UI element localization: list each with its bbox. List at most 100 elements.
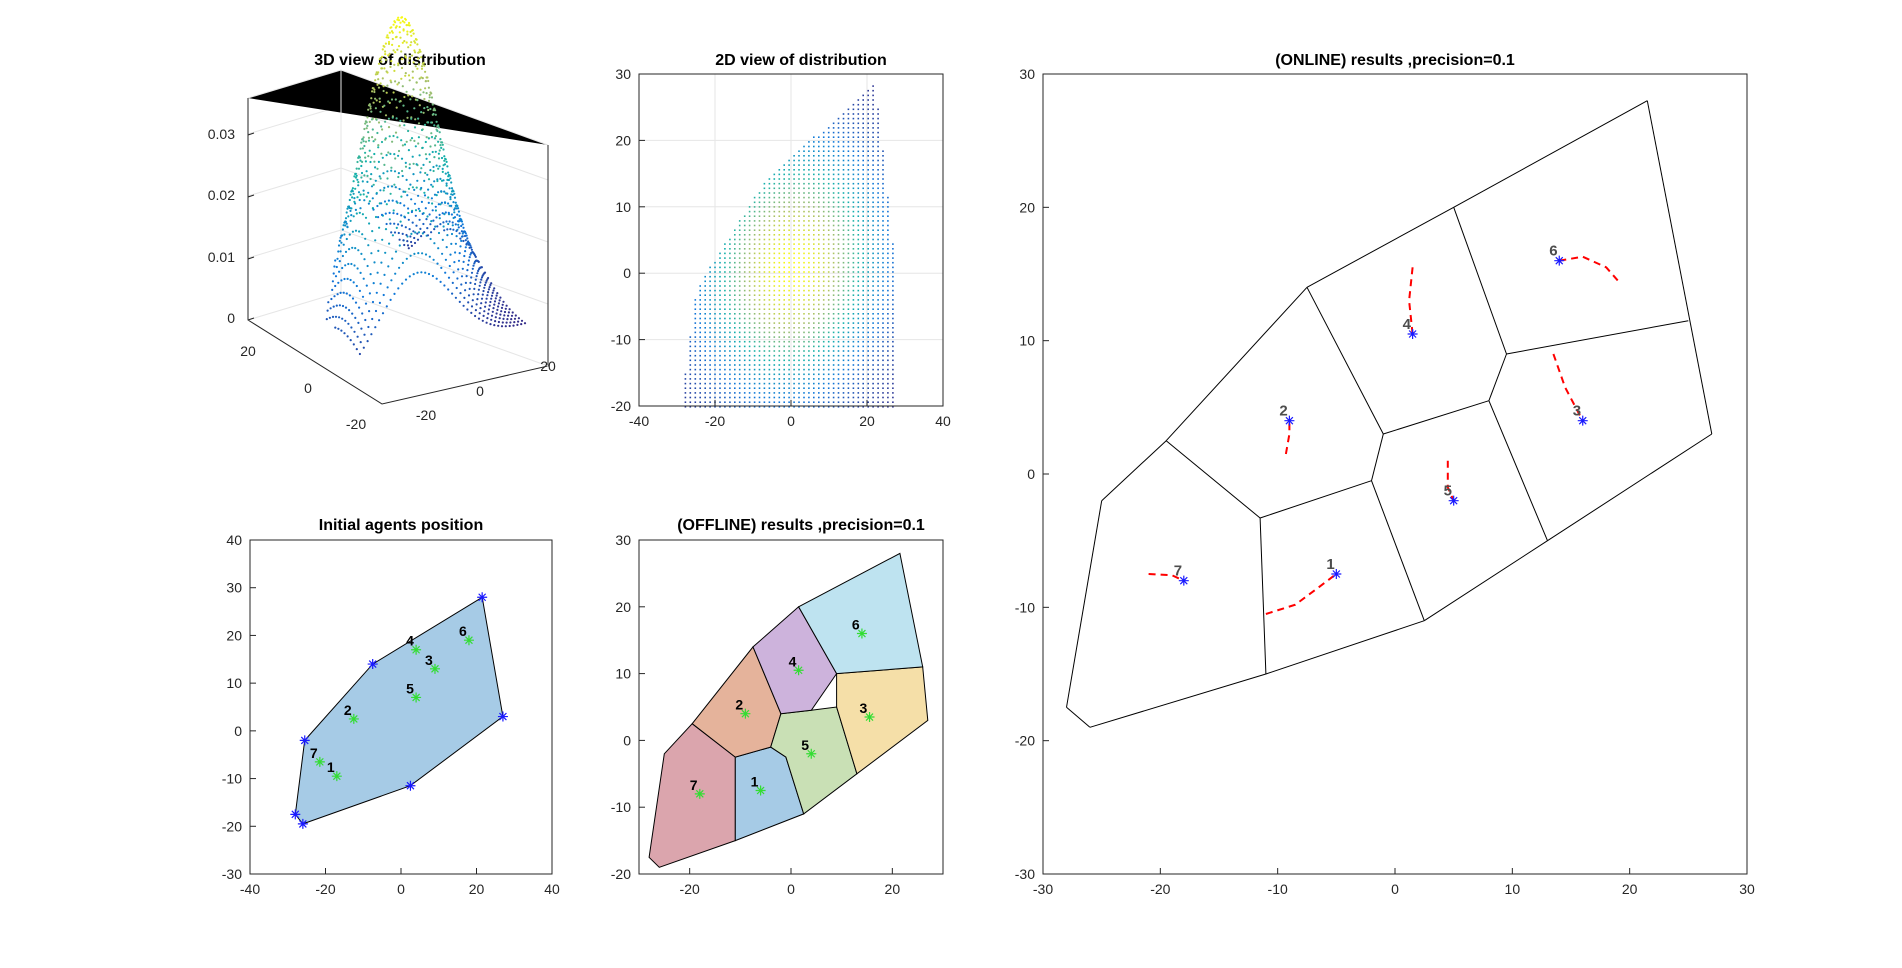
density-point [793, 164, 795, 166]
density-point [743, 331, 746, 334]
surface-point [458, 232, 461, 235]
density-point [694, 354, 697, 357]
surface-point [351, 190, 354, 193]
density-point [709, 289, 711, 292]
density-point [753, 327, 756, 329]
surface-point [506, 318, 509, 321]
density-point [729, 303, 731, 306]
surface-point [372, 87, 375, 90]
density-point [793, 317, 795, 320]
surface-point [386, 34, 389, 37]
density-point [877, 322, 879, 324]
surface-point [420, 111, 423, 114]
surface-point [431, 103, 434, 106]
surface-point [367, 191, 370, 194]
density-point [689, 368, 692, 371]
density-point [818, 359, 820, 362]
density-point [743, 354, 746, 357]
density-point [827, 224, 830, 227]
surface-point [330, 297, 333, 301]
surface-point [453, 216, 457, 219]
density-point [827, 210, 830, 213]
surface-point [439, 280, 442, 283]
surface-point [470, 276, 473, 279]
surface-point [419, 93, 422, 96]
density-point [773, 210, 776, 213]
density-point [704, 340, 706, 343]
density-point [743, 340, 746, 343]
surface-point [393, 231, 397, 234]
x-tick-label: -10 [1268, 881, 1288, 897]
density-point [842, 150, 845, 152]
density-point [704, 280, 706, 283]
density-point [724, 308, 726, 310]
density-point [887, 354, 889, 357]
density-point [709, 336, 711, 338]
density-point [813, 327, 815, 329]
density-point [822, 364, 825, 366]
surface-point [410, 244, 413, 247]
density-point [867, 396, 869, 399]
density-point [857, 196, 860, 199]
density-point [793, 220, 795, 222]
density-point [818, 266, 820, 269]
density-point [778, 373, 781, 376]
density-point [892, 313, 894, 315]
density-point [803, 155, 805, 157]
surface-point [395, 35, 398, 39]
density-point [827, 331, 830, 334]
density-point [827, 392, 830, 394]
density-point [778, 210, 781, 213]
surface-point [447, 276, 451, 279]
density-point [783, 354, 785, 357]
density-point [813, 229, 815, 231]
surface-point [483, 283, 487, 287]
surface-point [403, 143, 407, 146]
density-point [867, 113, 869, 115]
density-point [753, 196, 756, 199]
density-point [822, 317, 825, 320]
density-point [862, 299, 864, 301]
density-point [877, 229, 879, 231]
density-point [813, 234, 815, 236]
floor-edge [340, 291, 549, 367]
density-point [709, 266, 711, 269]
density-point [832, 387, 835, 389]
density-point [862, 313, 864, 315]
density-point [798, 243, 800, 245]
x-tick-label: 0 [476, 383, 484, 399]
density-point [773, 192, 776, 194]
density-point [763, 229, 766, 231]
density-point [778, 382, 781, 385]
surface-point [427, 108, 430, 112]
density-point [808, 275, 810, 278]
surface-point [447, 171, 450, 174]
density-point [738, 261, 741, 264]
surface-point [354, 301, 358, 304]
surface-point [400, 195, 403, 198]
density-point [709, 331, 711, 334]
density-point [862, 392, 864, 394]
agent-marker [755, 785, 766, 796]
density-point [818, 271, 820, 273]
density-point [892, 285, 894, 287]
density-point [822, 350, 825, 352]
density-point [753, 359, 756, 362]
density-point [773, 261, 776, 264]
density-point [719, 336, 721, 338]
density-point [887, 331, 889, 334]
density-point [729, 396, 731, 399]
density-point [768, 280, 771, 283]
y-tick-label: 10 [1019, 333, 1035, 349]
density-point [867, 243, 869, 245]
density-point [887, 308, 889, 310]
density-point [753, 303, 756, 306]
density-point [818, 275, 820, 278]
surface-point [478, 312, 481, 315]
density-point [743, 280, 746, 283]
density-point [867, 289, 869, 292]
density-point [877, 141, 879, 143]
surface-point [360, 141, 363, 144]
density-point [783, 387, 785, 389]
surface-point [467, 294, 471, 297]
